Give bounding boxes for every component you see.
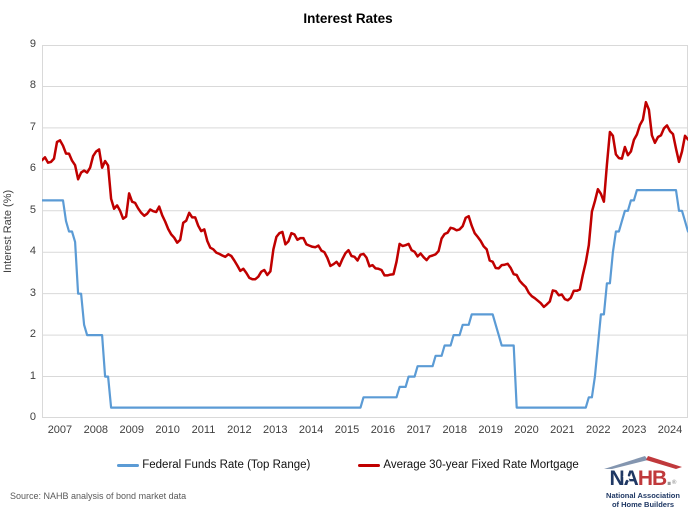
chart-plot-area <box>42 45 688 418</box>
nahb-logo-period: . <box>666 467 673 490</box>
series-line-0 <box>42 189 688 409</box>
chart-title: Interest Rates <box>303 11 393 26</box>
source-note: Source: NAHB analysis of bond market dat… <box>10 491 187 501</box>
roof-right-segment <box>646 456 682 469</box>
nahb-logo-tagline: National Association of Home Builders <box>597 491 689 509</box>
x-axis-tick-label: 2011 <box>191 424 216 436</box>
star-icon: ★ <box>622 473 632 484</box>
legend-item-federal-funds: Federal Funds Rate (Top Range) <box>117 459 310 471</box>
x-axis-tick-label: 2007 <box>47 424 73 436</box>
legend-item-mortgage: Average 30-year Fixed Rate Mortgage <box>358 459 579 471</box>
y-axis-tick-label: 6 <box>29 162 36 175</box>
federal-funds-line-swatch-icon <box>117 463 140 467</box>
x-axis-tick-label: 2013 <box>263 424 288 436</box>
y-axis-tick-label: 3 <box>29 286 36 299</box>
legend-label-federal-funds: Federal Funds Rate (Top Range) <box>142 459 311 471</box>
x-axis-tick-label: 2012 <box>227 424 252 436</box>
nahb-logo: NAHB.® ★ National Association of Home Bu… <box>597 455 689 509</box>
x-axis-tick-label: 2023 <box>621 424 647 436</box>
nahb-roof-icon <box>604 456 682 469</box>
x-axis-tick-label: 2008 <box>83 424 109 436</box>
y-axis-title: Interest Rate (%) <box>2 189 14 274</box>
y-axis-tick-label: 7 <box>29 120 36 133</box>
nahb-logo-word: NAHB.® ★ <box>610 468 677 489</box>
x-axis-tick-label: 2010 <box>155 424 180 436</box>
nahb-logo-hb: HB <box>637 467 667 490</box>
y-axis-tick-label: 2 <box>29 328 36 341</box>
y-axis-tick-label: 5 <box>29 203 36 216</box>
legend-label-mortgage: Average 30-year Fixed Rate Mortgage <box>383 459 579 471</box>
series-line-1 <box>42 100 688 309</box>
y-axis-tick-label: 9 <box>29 38 36 50</box>
mortgage-line-swatch-icon <box>358 463 381 467</box>
nahb-logo-na: NA <box>609 467 639 490</box>
x-axis-tick-label: 2015 <box>334 424 360 436</box>
y-axis-tick-label: 0 <box>29 411 36 423</box>
x-axis-tick-label: 2022 <box>586 424 611 436</box>
tagline-line-1: National Association <box>606 491 680 500</box>
x-axis-tick-label: 2018 <box>442 424 467 436</box>
x-axis-tick-label: 2021 <box>550 424 575 436</box>
y-axis-tick-label: 8 <box>29 79 36 92</box>
y-axis-tick-label: 4 <box>29 245 36 258</box>
x-axis-tick-label: 2024 <box>657 424 683 436</box>
y-axis-tick-label: 1 <box>29 369 36 382</box>
x-axis-tick-label: 2020 <box>514 424 539 436</box>
x-axis-tick-label: 2016 <box>370 424 396 436</box>
x-axis-tick-label: 2014 <box>298 424 324 436</box>
registered-mark-icon: ® <box>672 480 677 486</box>
x-axis-tick-label: 2017 <box>406 424 432 436</box>
chart-legend: Federal Funds Rate (Top Range) Average 3… <box>0 459 696 471</box>
x-axis-tick-label: 2019 <box>478 424 503 436</box>
roof-left-segment <box>604 456 648 469</box>
x-axis-tick-label: 2009 <box>119 424 144 436</box>
tagline-line-2: of Home Builders <box>611 500 675 509</box>
